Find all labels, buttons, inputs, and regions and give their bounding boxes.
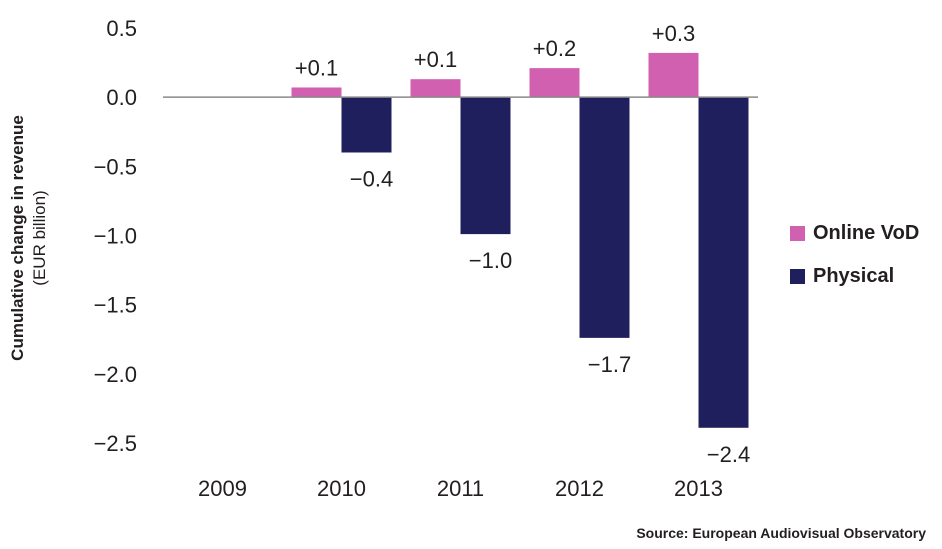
legend-swatch-physical	[790, 268, 805, 284]
legend: Online VoD Physical	[790, 220, 919, 306]
bar-physical-2013	[698, 97, 749, 428]
data-label-physical-2013: −2.4	[707, 442, 750, 467]
legend-item-physical: Physical	[790, 263, 919, 289]
data-label-online-vod-2012: +0.2	[533, 36, 576, 61]
y-axis-title: Cumulative change in revenue	[8, 115, 27, 361]
bar-online-vod-2011	[410, 79, 461, 98]
data-label-online-vod-2013: +0.3	[652, 21, 695, 46]
data-label-physical-2010: −0.4	[350, 167, 393, 192]
y-tick-label: 0.5	[106, 16, 137, 41]
y-tick-label: −2.5	[94, 431, 137, 456]
bar-online-vod-2013	[648, 52, 699, 98]
source-note: Source: European Audiovisual Observatory	[636, 525, 926, 541]
x-tick-label: 2013	[674, 476, 723, 501]
data-label-online-vod-2011: +0.1	[414, 47, 457, 72]
data-label-physical-2011: −1.0	[469, 248, 512, 273]
data-label-online-vod-2010: +0.1	[295, 55, 338, 80]
y-axis-label: Cumulative change in revenue (EUR billio…	[8, 115, 49, 361]
x-tick-label: 2010	[317, 476, 366, 501]
y-tick-label: −0.5	[94, 154, 137, 179]
y-tick-label: 0.0	[106, 85, 137, 110]
legend-label: Physical	[813, 264, 895, 287]
y-tick-label: −2.0	[94, 362, 137, 387]
bar-physical-2010	[341, 97, 392, 153]
bar-physical-2011	[460, 97, 511, 235]
data-labels: +0.1 −0.4 +0.1 −1.0 +0.2 −1.7 +0.3 −2.4	[295, 21, 750, 467]
bar-physical-2012	[579, 97, 630, 338]
data-label-physical-2012: −1.7	[588, 352, 631, 377]
x-axis-ticks: 2009 2010 2011 2012 2013	[198, 476, 723, 501]
legend-item-online-vod: Online VoD	[790, 220, 919, 246]
bars	[291, 52, 749, 428]
x-tick-label: 2011	[437, 476, 484, 501]
bar-online-vod-2010	[291, 87, 342, 98]
y-tick-label: −1.5	[94, 293, 137, 318]
legend-label: Online VoD	[813, 221, 920, 244]
legend-swatch-online-vod	[790, 225, 805, 241]
x-tick-label: 2009	[198, 476, 247, 501]
y-tick-label: −1.0	[94, 224, 137, 249]
y-axis-unit: (EUR billion)	[30, 190, 49, 285]
x-tick-label: 2012	[555, 476, 604, 501]
y-axis-ticks: 0.5 0.0 −0.5 −1.0 −1.5 −2.0 −2.5	[94, 16, 137, 456]
bar-online-vod-2012	[529, 68, 580, 98]
